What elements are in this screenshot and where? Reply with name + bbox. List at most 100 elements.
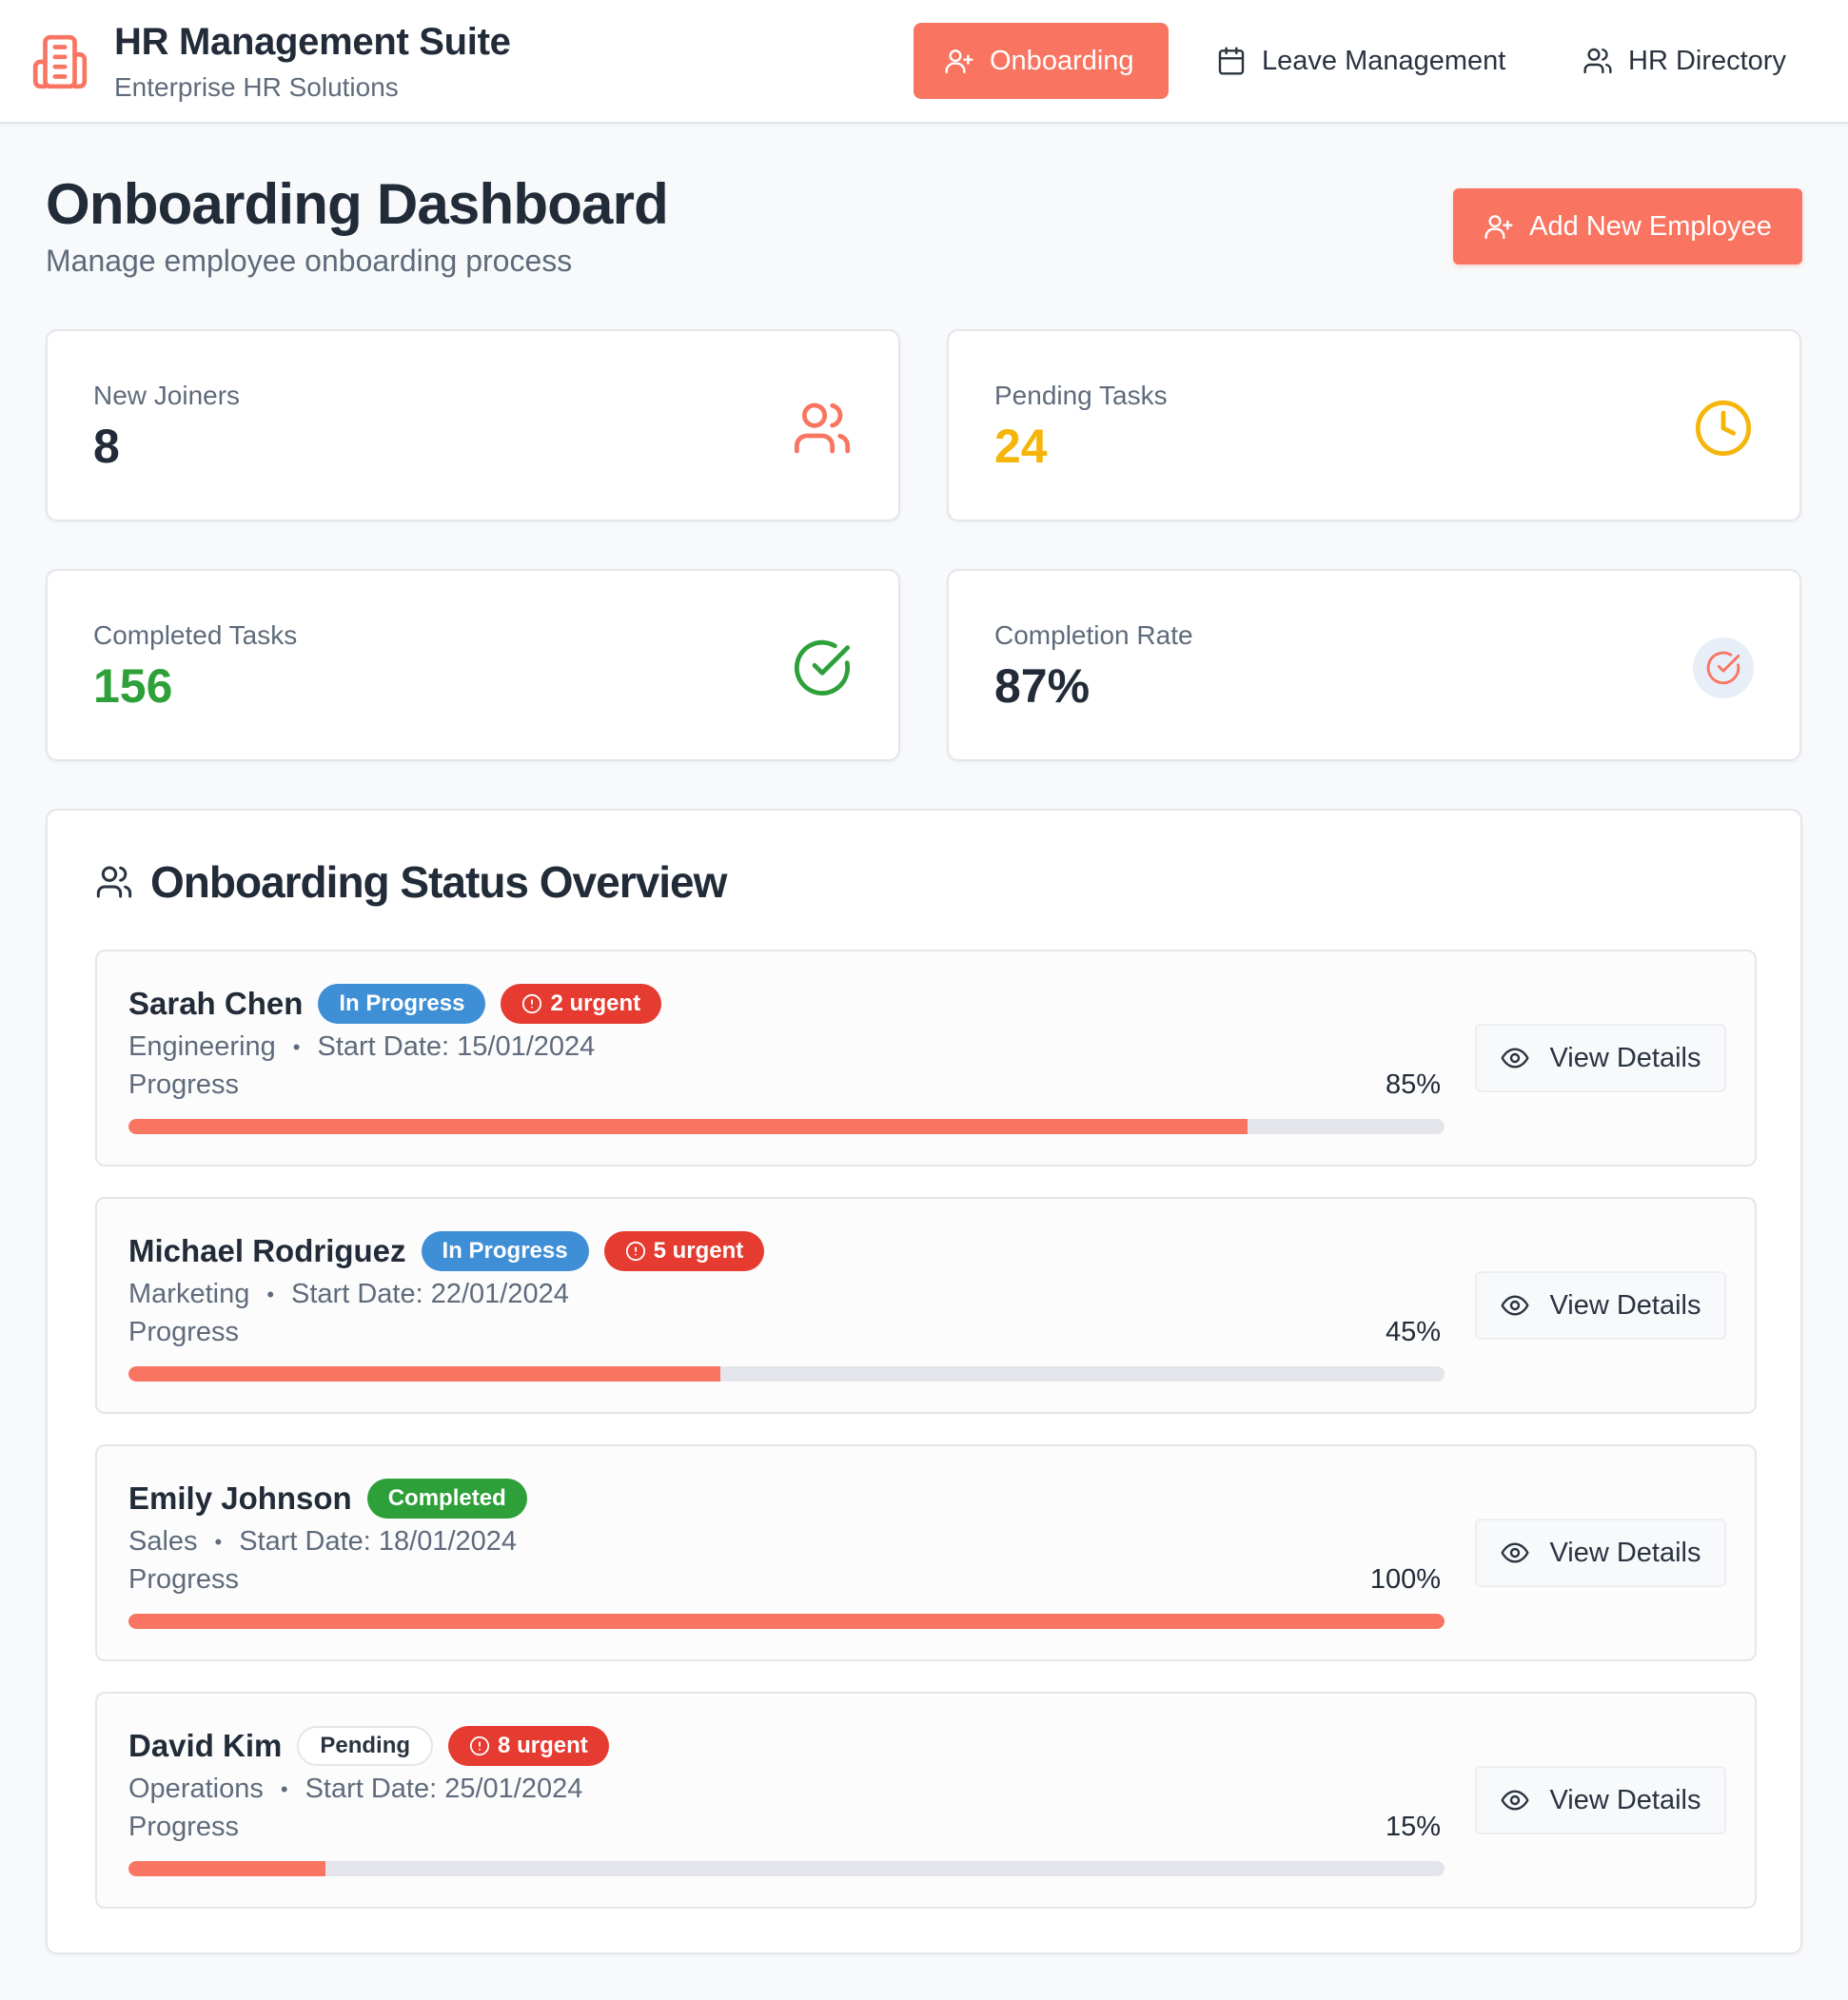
alert-circle-icon [522,993,542,1014]
employee-start-date: Start Date: 15/01/2024 [317,1031,596,1062]
calendar-icon [1218,47,1245,75]
status-badge: Pending [297,1726,434,1766]
urgent-badge: 2 urgent [501,984,662,1024]
app-title: HR Management Suite [114,21,511,63]
urgent-count: 8 urgent [498,1733,588,1758]
progress-bar [128,1861,1445,1876]
employee-start-date: Start Date: 25/01/2024 [305,1774,583,1804]
status-badge: In Progress [421,1231,589,1271]
employee-card: David Kim Pending 8 urgent Operations • … [95,1692,1757,1909]
employee-start-date: Start Date: 18/01/2024 [239,1526,518,1557]
users-icon [1583,48,1612,74]
app-header: HR Management Suite Enterprise HR Soluti… [0,0,1848,124]
stat-label: Completed Tasks [93,620,298,650]
progress-fill [128,1366,721,1382]
progress-label: Progress [128,1069,240,1100]
user-plus-icon [945,49,973,74]
building-icon [32,34,88,89]
urgent-badge: 5 urgent [603,1231,765,1271]
nav-leave-management[interactable]: Leave Management [1186,23,1536,99]
progress-fill [128,1119,1248,1134]
users-icon [96,866,132,898]
view-details-label: View Details [1549,1537,1701,1568]
progress-percent: 100% [1369,1564,1441,1595]
progress-percent: 85% [1385,1069,1441,1100]
view-details-label: View Details [1549,1289,1701,1321]
alert-circle-icon [469,1735,490,1756]
page-subtitle: Manage employee onboarding process [46,244,573,278]
eye-icon [1501,1295,1530,1316]
progress-bar [128,1119,1445,1134]
stat-label: Completion Rate [994,620,1193,650]
users-icon [794,402,851,454]
add-new-employee-button[interactable]: Add New Employee [1453,188,1802,265]
stat-value: 8 [93,420,120,473]
progress-label: Progress [128,1564,240,1595]
view-details-button[interactable]: View Details [1475,1519,1726,1587]
stat-card-completion-rate: Completion Rate 87% [947,569,1801,761]
stat-value: 87% [994,659,1091,713]
employee-start-date: Start Date: 22/01/2024 [291,1279,569,1309]
status-badge: In Progress [318,984,486,1024]
eye-icon [1501,1790,1530,1811]
progress-fill [128,1861,326,1876]
employee-card: Sarah Chen In Progress 2 urgent Engineer… [95,950,1757,1167]
employee-name: Emily Johnson [128,1480,352,1516]
add-new-employee-label: Add New Employee [1529,210,1772,242]
separator-dot: • [266,1282,275,1306]
eye-icon [1501,1048,1530,1069]
alert-circle-icon [625,1241,645,1262]
panel-header: Onboarding Status Overview [95,856,727,908]
nav-onboarding[interactable]: Onboarding [914,23,1169,99]
progress-percent: 45% [1385,1317,1441,1347]
employee-department: Sales [128,1526,198,1557]
nav-hr-directory[interactable]: HR Directory [1552,23,1817,99]
employee-department: Marketing [128,1279,250,1309]
stat-label: Pending Tasks [994,381,1168,410]
employee-name: David Kim [128,1728,283,1763]
progress-label: Progress [128,1812,240,1842]
progress-bar [128,1366,1445,1382]
view-details-button[interactable]: View Details [1475,1766,1726,1834]
status-badge: Completed [366,1479,527,1519]
view-details-label: View Details [1549,1784,1701,1815]
check-circle-icon [1706,651,1740,685]
urgent-count: 2 urgent [550,990,641,1016]
progress-label: Progress [128,1317,240,1347]
employee-name: Sarah Chen [128,986,304,1021]
employee-card: Emily Johnson Completed Sales • Start Da… [95,1444,1757,1661]
rate-icon-circle [1693,637,1754,698]
stat-card-new-joiners: New Joiners 8 [46,329,900,521]
onboarding-status-panel: Onboarding Status Overview Sarah Chen In… [46,809,1802,1954]
employee-card: Michael Rodriguez In Progress 5 urgent M… [95,1197,1757,1414]
panel-title: Onboarding Status Overview [150,857,727,907]
employee-department: Operations [128,1774,264,1804]
urgent-badge: 8 urgent [448,1726,609,1766]
stat-value: 156 [93,659,173,713]
urgent-count: 5 urgent [653,1238,744,1264]
user-plus-icon [1484,215,1513,240]
app-subtitle: Enterprise HR Solutions [114,72,399,102]
stat-card-pending-tasks: Pending Tasks 24 [947,329,1801,521]
check-circle-icon [794,639,851,696]
view-details-button[interactable]: View Details [1475,1271,1726,1340]
nav-hr-directory-label: HR Directory [1628,45,1786,76]
stat-value: 24 [994,420,1048,473]
employee-name: Michael Rodriguez [128,1233,406,1268]
clock-icon [1695,400,1752,457]
progress-fill [128,1614,1445,1629]
nav-onboarding-label: Onboarding [990,45,1134,76]
stat-card-completed-tasks: Completed Tasks 156 [46,569,900,761]
nav-leave-management-label: Leave Management [1262,45,1506,76]
stat-label: New Joiners [93,381,241,410]
page-title: Onboarding Dashboard [46,172,669,236]
view-details-button[interactable]: View Details [1475,1024,1726,1092]
progress-bar [128,1614,1445,1629]
progress-percent: 15% [1385,1812,1441,1842]
separator-dot: • [280,1776,288,1801]
separator-dot: • [214,1529,223,1554]
employee-department: Engineering [128,1031,276,1062]
view-details-label: View Details [1549,1042,1701,1073]
eye-icon [1501,1542,1530,1563]
separator-dot: • [292,1034,301,1059]
